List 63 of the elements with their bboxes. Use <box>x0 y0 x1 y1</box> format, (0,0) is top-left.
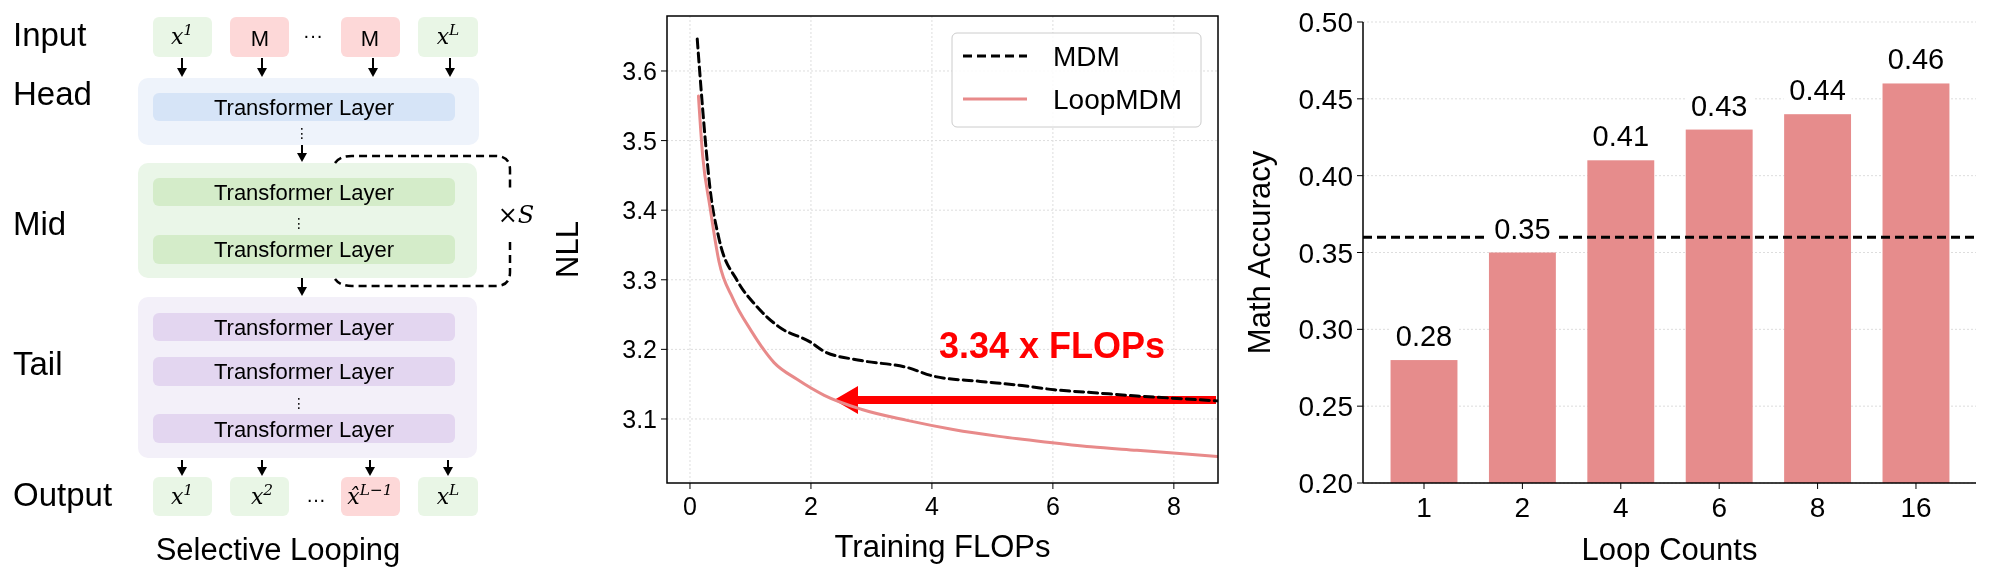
text: x̂$^{L−1}$ <box>347 481 393 509</box>
data-label: 0.43 <box>1690 89 1748 122</box>
text: x$^{1}$ <box>170 21 194 49</box>
text: Tail <box>13 345 63 382</box>
y-tick-label: 3.5 <box>622 126 657 155</box>
text: x$^{2}$ <box>250 481 274 509</box>
x-axis-title: Loop Counts <box>1581 532 1758 567</box>
legend-label: LoopMDM <box>1053 84 1183 115</box>
x-tick-label: 8 <box>1809 492 1826 523</box>
annotation: 3.34 x FLOPs <box>938 325 1166 366</box>
data-label: 0.46 <box>1887 43 1945 76</box>
y-tick-label: 3.6 <box>622 56 657 85</box>
y-tick-label: 0.25 <box>1298 391 1353 423</box>
x-tick-label: 0 <box>683 492 697 520</box>
y-tick-label: 0.35 <box>1298 237 1353 269</box>
text: … <box>306 484 326 506</box>
text: ⋮ <box>292 215 306 231</box>
text: Mid <box>13 205 67 242</box>
text: Transformer Layer <box>213 417 395 442</box>
x-axis-title: Training FLOPs <box>834 529 1051 564</box>
y-tick-label: 0.20 <box>1298 468 1353 499</box>
text: Transformer Layer <box>213 180 395 205</box>
text: Transformer Layer <box>213 315 395 340</box>
y-tick-label: 3.2 <box>622 335 657 364</box>
data-label: 0.35 <box>1494 212 1551 245</box>
x-tick-label: 4 <box>924 492 939 520</box>
x-tick-label: 16 <box>1900 492 1932 523</box>
data-label: 0.28 <box>1395 320 1453 353</box>
data-label: 0.44 <box>1789 74 1846 107</box>
y-axis-title: Math Accuracy <box>1242 150 1277 355</box>
x-tick-label: 6 <box>1045 492 1060 520</box>
text: ⋮ <box>292 395 306 411</box>
x-tick-label: 6 <box>1711 492 1727 523</box>
y-tick-label: 0.40 <box>1298 160 1353 192</box>
text: Transformer Layer <box>213 359 395 384</box>
x-tick-label: 4 <box>1613 492 1629 523</box>
y-axis-title: NLL <box>550 221 585 278</box>
text: M <box>360 26 380 51</box>
text: Transformer Layer <box>213 95 395 120</box>
text: x$^{1}$ <box>170 481 194 509</box>
y-tick-label: 3.1 <box>622 404 657 433</box>
data-label: 0.41 <box>1592 120 1650 153</box>
x-tick-label: 1 <box>1416 492 1432 523</box>
text: x$^{L}$ <box>436 21 460 49</box>
text: Output <box>13 476 113 513</box>
y-tick-label: 3.4 <box>622 196 658 225</box>
x-tick-label: 8 <box>1166 492 1181 520</box>
legend-label: MDM <box>1053 41 1120 72</box>
y-tick-label: 3.3 <box>622 265 657 294</box>
text: Input <box>13 16 87 53</box>
x-tick-label: 2 <box>804 492 818 520</box>
text: Selective Looping <box>155 532 401 567</box>
x-tick-label: 2 <box>1514 492 1531 523</box>
text: Transformer Layer <box>213 237 395 262</box>
text: ⋮ <box>295 125 309 141</box>
text: M <box>250 26 270 51</box>
text: ··· <box>303 24 323 46</box>
y-tick-label: 0.30 <box>1298 314 1353 346</box>
text: x$^{L}$ <box>436 481 460 509</box>
y-tick-label: 0.45 <box>1298 83 1353 115</box>
text: ×S <box>497 201 535 229</box>
y-tick-label: 0.50 <box>1298 7 1353 38</box>
text: Head <box>13 75 92 112</box>
